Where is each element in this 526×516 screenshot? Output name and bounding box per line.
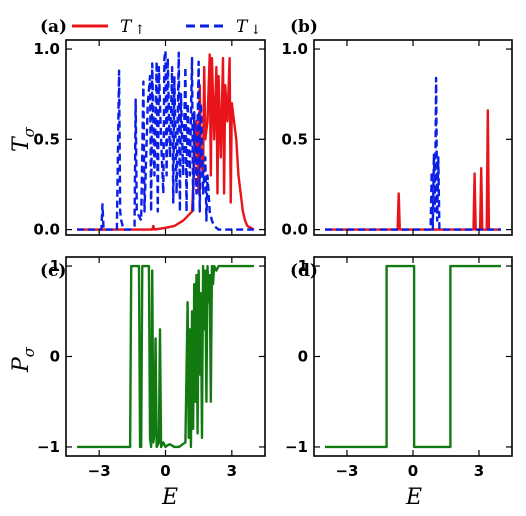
ytick-label-b-1: 0.5	[281, 130, 308, 148]
series-d-1	[325, 264, 501, 449]
xtick-label-d-1: 0	[408, 462, 418, 480]
ytick-label-b-2: 1.0	[281, 40, 308, 58]
ytick-label-c-1: 0	[50, 348, 60, 366]
xtick-label-c-2: 3	[227, 462, 237, 480]
panel-a-label: (a)	[40, 17, 67, 37]
ytick-label-d-1: 0	[298, 348, 308, 366]
series-a-1	[77, 53, 255, 231]
legend: T ↑ T ↓	[72, 17, 261, 38]
legend-down-label: T ↓	[236, 17, 261, 38]
panel-c-frame	[65, 256, 266, 457]
ytick-label-a-0: 0.0	[33, 221, 60, 239]
ytick-label-d-0: −1	[285, 438, 308, 456]
series-b-1	[325, 109, 501, 231]
top-y-axis-label: Tσ	[9, 126, 38, 152]
panel-c-plot: −1 0 1 −3 0 3	[37, 257, 265, 480]
x-axis-label-left: E	[161, 485, 178, 510]
xtick-label-d-2: 3	[474, 462, 484, 480]
ytick-label-c-2: 1	[50, 257, 60, 275]
panel-d-label: (d)	[290, 261, 318, 281]
xtick-label-c-0: −3	[88, 462, 111, 480]
xtick-label-c-1: 0	[160, 462, 170, 480]
panel-c-label: (c)	[40, 261, 66, 281]
x-axis-label-right: E	[405, 485, 422, 510]
ytick-label-a-1: 0.5	[33, 130, 60, 148]
series-a-2	[77, 49, 254, 231]
series-c-1	[77, 264, 254, 449]
panel-d-plot: −1 0 1 −3 0 3	[285, 257, 512, 480]
bottom-y-axis-label: Pσ	[9, 346, 38, 373]
ytick-label-d-2: 1	[298, 257, 308, 275]
panel-a-plot: 0.0 0.5 1.0	[33, 40, 265, 239]
legend-up-label: T ↑	[120, 17, 145, 38]
ytick-label-c-0: −1	[37, 438, 60, 456]
panel-b-label: (b)	[290, 17, 318, 37]
panel-b-plot: 0.0 0.5 1.0	[281, 40, 512, 239]
ytick-label-b-0: 0.0	[281, 221, 308, 239]
ytick-label-a-2: 1.0	[33, 40, 60, 58]
series-b-2	[325, 76, 501, 231]
xtick-label-d-0: −3	[335, 462, 358, 480]
